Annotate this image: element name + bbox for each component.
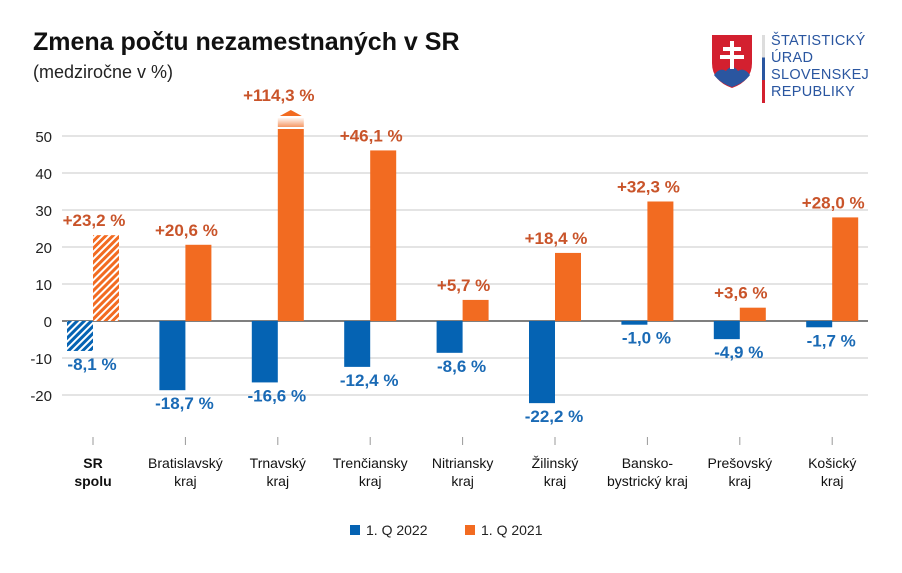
data-label: -22,2 % xyxy=(525,407,584,426)
y-tick-label: 20 xyxy=(35,240,52,257)
bar xyxy=(832,217,859,321)
data-label: -1,0 % xyxy=(622,329,671,348)
x-tick-label: Prešovský xyxy=(708,455,773,471)
bar xyxy=(370,150,397,321)
legend-swatch xyxy=(465,525,475,535)
bar xyxy=(93,235,119,321)
data-label: +114,3 % xyxy=(243,86,314,105)
bar xyxy=(713,321,740,340)
bar xyxy=(185,244,212,321)
x-tick-label: Bansko- xyxy=(622,455,674,471)
data-label: -1,7 % xyxy=(807,331,856,350)
logo-text: ŠTATISTICKÝ ÚRAD SLOVENSKEJ REPUBLIKY xyxy=(771,33,869,101)
data-label: -8,1 % xyxy=(67,355,116,374)
bar xyxy=(251,321,278,383)
data-label: -8,6 % xyxy=(437,357,486,376)
logo: ŠTATISTICKÝ ÚRAD SLOVENSKEJ REPUBLIKY xyxy=(708,33,888,105)
bar xyxy=(277,129,304,321)
x-tick-label: kraj xyxy=(451,473,474,489)
x-tick-label: Trnavský xyxy=(250,455,306,471)
y-tick-label: 30 xyxy=(35,203,52,220)
bar xyxy=(159,321,186,391)
bar xyxy=(621,321,648,325)
x-tick-label: kraj xyxy=(544,473,567,489)
data-label: -12,4 % xyxy=(340,371,399,390)
y-tick-label: 0 xyxy=(44,314,52,331)
data-label: +28,0 % xyxy=(802,193,865,212)
data-label: +5,7 % xyxy=(437,276,490,295)
logo-line: ÚRAD xyxy=(771,50,814,66)
y-tick-label: 50 xyxy=(35,129,52,146)
logo-line: REPUBLIKY xyxy=(771,84,856,100)
bar xyxy=(529,321,555,404)
bar xyxy=(647,201,674,321)
y-tick-label: 40 xyxy=(35,166,52,183)
x-tick-label: Bratislavský xyxy=(148,455,223,471)
y-tick-label: 10 xyxy=(35,277,52,294)
x-tick-label: SR xyxy=(83,455,102,471)
x-tick-label: Trenčiansky xyxy=(333,455,408,471)
logo-line: SLOVENSKEJ xyxy=(771,67,870,83)
bar-break-fade xyxy=(277,118,304,127)
bar xyxy=(344,321,371,367)
data-label: +46,1 % xyxy=(340,126,403,145)
data-label: +23,2 % xyxy=(63,211,126,230)
x-tick-label: kraj xyxy=(729,473,752,489)
bar xyxy=(739,307,766,321)
bar xyxy=(806,321,833,328)
x-tick-label: kraj xyxy=(359,473,382,489)
x-tick-label: Košický xyxy=(808,455,856,471)
data-label: +32,3 % xyxy=(617,177,680,196)
logo-tricolor-bar xyxy=(762,35,765,103)
x-tick-label: Nitriansky xyxy=(432,455,493,471)
bar-break-chevron xyxy=(279,110,302,116)
data-label: -16,6 % xyxy=(248,386,307,405)
legend-swatch xyxy=(350,525,360,535)
bar xyxy=(436,321,463,353)
chart-subtitle: (medziročne v %) xyxy=(33,62,174,82)
bar xyxy=(67,321,93,351)
logo-line: ŠTATISTICKÝ xyxy=(771,33,866,49)
legend-label: 1. Q 2021 xyxy=(481,522,543,538)
y-tick-label: -10 xyxy=(30,351,52,368)
data-label: +18,4 % xyxy=(525,229,588,248)
data-label: -18,7 % xyxy=(155,394,214,413)
chart-title: Zmena počtu nezamestnaných v SR xyxy=(33,28,460,56)
x-tick-label: spolu xyxy=(74,473,111,489)
coat-of-arms-icon xyxy=(712,35,752,88)
x-tick-label: bystrický kraj xyxy=(607,473,688,489)
data-label: +3,6 % xyxy=(714,284,767,303)
x-tick-label: kraj xyxy=(267,473,290,489)
legend-label: 1. Q 2022 xyxy=(366,522,428,538)
bar xyxy=(555,252,581,321)
x-tick-label: kraj xyxy=(174,473,197,489)
y-tick-label: -20 xyxy=(30,388,52,405)
x-tick-label: kraj xyxy=(821,473,844,489)
x-tick-label: Žilinský xyxy=(532,455,579,471)
data-label: +20,6 % xyxy=(155,221,218,240)
data-label: -4,9 % xyxy=(714,343,763,362)
bar xyxy=(462,299,489,321)
